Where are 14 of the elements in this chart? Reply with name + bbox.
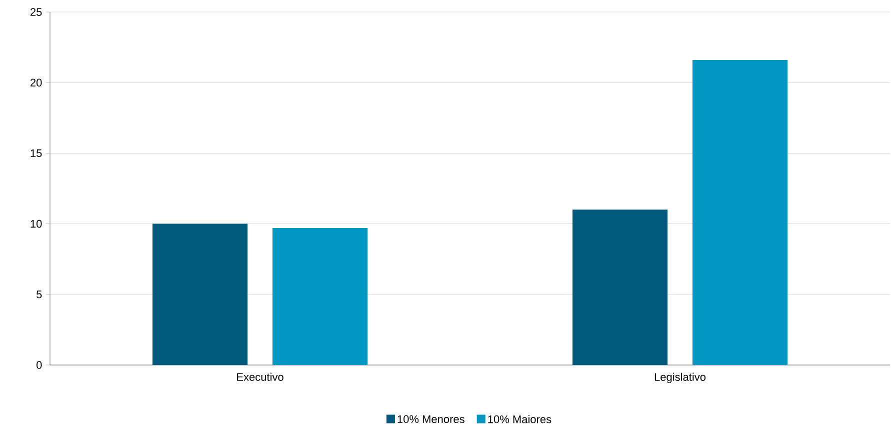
bar: [152, 224, 248, 365]
legend-label: 10% Maiores: [488, 415, 552, 424]
bar: [692, 60, 788, 365]
y-tick-label: 25: [30, 8, 42, 16]
legend-label: 10% Menores: [398, 415, 464, 424]
x-tick-label: Executivo: [237, 372, 284, 381]
y-tick-label: 15: [30, 149, 42, 158]
y-tick-label: 0: [36, 361, 42, 369]
bar: [272, 228, 368, 365]
x-tick-label: Legislativo: [654, 372, 706, 384]
y-tick-label: 5: [36, 290, 42, 298]
y-tick-label: 20: [30, 78, 42, 86]
y-tick-label: 10: [30, 220, 42, 228]
bar: [572, 210, 668, 365]
